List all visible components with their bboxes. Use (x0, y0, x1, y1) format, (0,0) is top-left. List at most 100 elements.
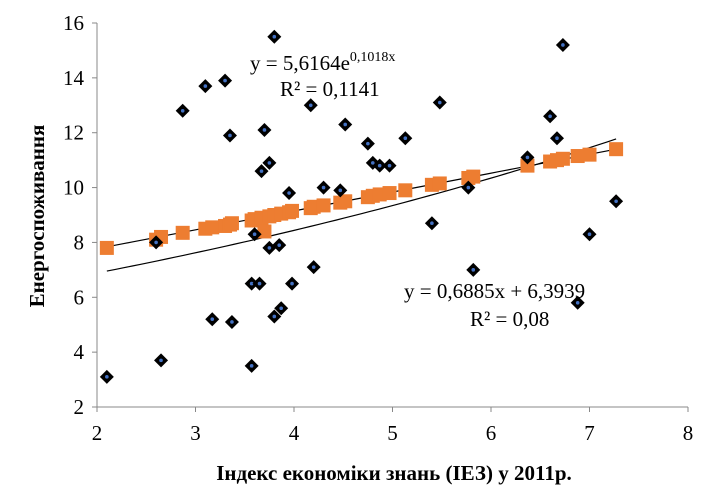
x-tick-label: 6 (486, 421, 497, 445)
fitted-point (609, 142, 624, 157)
observed-point (149, 235, 164, 250)
observed-point-center (249, 364, 254, 368)
observed-point-center (223, 78, 227, 83)
observed-point-center (230, 320, 234, 324)
observed-point (198, 79, 213, 94)
observed-point (382, 158, 397, 173)
observed-point (466, 262, 481, 277)
fitted-point (338, 194, 353, 209)
observed-point (333, 183, 348, 198)
observed-point (316, 180, 331, 195)
observed-point-center (262, 128, 267, 132)
observed-point-center (321, 185, 326, 190)
observed-point (254, 164, 269, 179)
observed-point-center (343, 122, 348, 127)
exp-r2: R² = 0,1141 (280, 77, 380, 101)
fitted-point (99, 240, 114, 255)
y-tick-label: 6 (74, 285, 85, 309)
observed-point-center (257, 281, 262, 286)
linear-r2: R² = 0,08 (470, 307, 549, 331)
observed-point-center (387, 163, 392, 168)
observed-point-center (210, 317, 215, 322)
labels: y = 5,6164e0,1018x R² = 0,1141 y = 0,688… (25, 50, 585, 485)
observed-point (175, 103, 190, 118)
observed-point (520, 150, 535, 165)
observed-point (360, 136, 375, 151)
y-tick-label: 12 (63, 121, 84, 145)
observed-point-center (403, 136, 408, 140)
observed-point (262, 240, 277, 255)
x-tick-label: 2 (92, 421, 103, 445)
observed-point (549, 131, 564, 146)
observed-point-center (366, 141, 370, 146)
x-tick-label: 3 (190, 421, 201, 445)
x-tick-label: 7 (584, 421, 595, 445)
observed-point-center (290, 281, 294, 286)
observed-point-center (272, 314, 277, 319)
observed-point-center (561, 43, 565, 47)
observed-point-center (311, 265, 316, 269)
fitted-point (382, 186, 397, 201)
observed-point (306, 260, 321, 275)
observed-point (252, 276, 267, 291)
y-tick-label: 4 (74, 340, 85, 364)
axes: 2 3 4 5 6 7 8 2 4 6 8 10 12 14 16 (63, 11, 693, 445)
trendlines (106, 138, 617, 272)
observed-point (244, 276, 259, 291)
observed-point (432, 95, 447, 110)
observed-point-center (437, 100, 442, 105)
fitted-point (316, 198, 331, 213)
observed-point (555, 37, 570, 52)
observed-point-center (272, 34, 277, 39)
fitted-point (205, 220, 220, 235)
observed-point (282, 186, 297, 201)
observed-point (285, 276, 300, 291)
observed-point-center (279, 306, 283, 311)
observed-point-center (614, 199, 618, 204)
x-tick-label: 4 (289, 421, 300, 445)
observed-point-center (308, 103, 313, 108)
observed-point-center (471, 268, 476, 272)
observed-point (154, 353, 169, 368)
observed-point-center (575, 300, 580, 305)
observed-point (247, 227, 262, 242)
observed-point-center (377, 163, 382, 168)
fitted-point (175, 225, 190, 240)
observed-point-center (249, 281, 254, 286)
fitted-point (432, 176, 447, 191)
x-axis-title: Індекс економіки знань (ІЕЗ) у 2011р. (216, 461, 572, 485)
observed-point-center (338, 188, 343, 193)
observed-point-center (587, 232, 592, 236)
observed-point (218, 73, 233, 88)
x-tick-label: 8 (683, 421, 694, 445)
fitted-point (285, 203, 300, 218)
observed-point (222, 128, 237, 143)
exponential-trendline (106, 138, 617, 272)
observed-point-center (259, 169, 264, 173)
observed-point (609, 194, 624, 209)
observed-point (582, 227, 597, 242)
observed-point (272, 238, 287, 253)
y-tick-label: 8 (74, 230, 85, 254)
observed-point (267, 309, 282, 324)
observed-point (274, 301, 289, 316)
observed-point (543, 109, 558, 124)
observed-point (257, 122, 272, 137)
observed-point (570, 295, 585, 310)
observed-point-center (154, 240, 158, 245)
observed-point (461, 180, 476, 195)
y-tick-label: 16 (63, 11, 84, 35)
observed-point-center (525, 155, 530, 160)
observed-point-center (267, 161, 272, 165)
observed-point-center (287, 191, 291, 195)
fitted-point (570, 149, 585, 164)
observed-point (338, 117, 353, 132)
observed-point (99, 369, 114, 384)
observed-point (424, 216, 439, 231)
observed-point-center (548, 114, 552, 119)
observed-point (224, 314, 239, 329)
observed-point-center (252, 232, 257, 236)
observed-point-center (203, 84, 208, 88)
